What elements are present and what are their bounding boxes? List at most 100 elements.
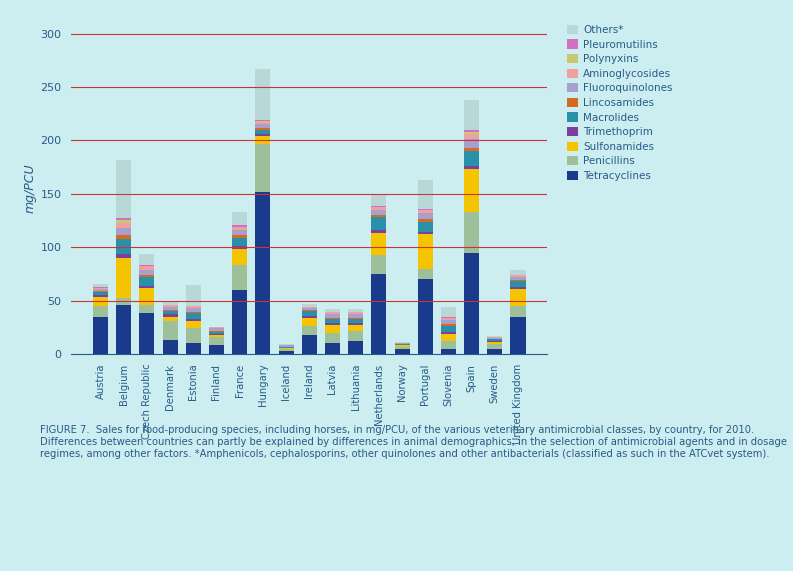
Bar bbox=[117, 220, 132, 223]
Bar bbox=[163, 340, 178, 354]
Bar bbox=[255, 69, 270, 120]
Bar bbox=[301, 317, 317, 326]
Bar bbox=[93, 297, 108, 306]
Bar bbox=[394, 343, 409, 344]
Bar bbox=[371, 207, 386, 210]
Bar bbox=[348, 309, 363, 312]
Bar bbox=[140, 270, 155, 275]
Bar bbox=[117, 228, 132, 235]
Bar bbox=[464, 151, 479, 166]
Bar bbox=[487, 349, 502, 354]
Bar bbox=[441, 307, 456, 317]
Bar bbox=[441, 320, 456, 324]
Bar bbox=[301, 316, 317, 317]
Y-axis label: mg/PCU: mg/PCU bbox=[23, 164, 36, 213]
Bar bbox=[371, 210, 386, 215]
Bar bbox=[301, 307, 317, 308]
Bar bbox=[209, 327, 224, 328]
Bar bbox=[464, 134, 479, 139]
Bar bbox=[163, 307, 178, 310]
Bar bbox=[278, 344, 293, 345]
Bar bbox=[371, 215, 386, 218]
Bar bbox=[348, 315, 363, 317]
Bar bbox=[186, 319, 201, 321]
Bar bbox=[209, 335, 224, 337]
Bar bbox=[464, 100, 479, 130]
Bar bbox=[464, 212, 479, 252]
Bar bbox=[348, 312, 363, 315]
Bar bbox=[325, 333, 340, 343]
Bar bbox=[441, 326, 456, 332]
Bar bbox=[418, 209, 433, 210]
Bar bbox=[487, 339, 502, 341]
Bar bbox=[511, 277, 526, 280]
Bar bbox=[255, 124, 270, 127]
Bar bbox=[232, 246, 247, 250]
Bar bbox=[278, 347, 293, 348]
Bar bbox=[325, 319, 340, 323]
Bar bbox=[348, 319, 363, 323]
Bar bbox=[186, 328, 201, 343]
Bar bbox=[232, 227, 247, 230]
Bar bbox=[348, 325, 363, 331]
Bar bbox=[394, 349, 409, 354]
Bar bbox=[418, 279, 433, 354]
Bar bbox=[348, 323, 363, 325]
Bar bbox=[325, 323, 340, 325]
Bar bbox=[441, 349, 456, 354]
Bar bbox=[371, 195, 386, 206]
Bar bbox=[255, 134, 270, 136]
Bar bbox=[371, 218, 386, 230]
Bar bbox=[464, 132, 479, 134]
Bar bbox=[93, 288, 108, 289]
Bar bbox=[325, 343, 340, 354]
Bar bbox=[117, 218, 132, 220]
Bar bbox=[255, 121, 270, 122]
Bar bbox=[511, 280, 526, 282]
Bar bbox=[117, 159, 132, 218]
Bar bbox=[418, 219, 433, 222]
Bar bbox=[93, 295, 108, 297]
Bar bbox=[93, 306, 108, 317]
Bar bbox=[117, 235, 132, 239]
Bar bbox=[371, 274, 386, 354]
Bar bbox=[325, 309, 340, 312]
Bar bbox=[209, 328, 224, 331]
Bar bbox=[301, 310, 317, 311]
Bar bbox=[140, 266, 155, 267]
Bar bbox=[441, 317, 456, 320]
Bar bbox=[278, 351, 293, 354]
Bar bbox=[209, 337, 224, 345]
Bar bbox=[209, 345, 224, 354]
Bar bbox=[418, 234, 433, 268]
Bar bbox=[394, 342, 409, 343]
Bar bbox=[255, 192, 270, 354]
Bar bbox=[232, 266, 247, 290]
Bar bbox=[464, 130, 479, 132]
Bar bbox=[418, 213, 433, 219]
Bar bbox=[487, 342, 502, 344]
Bar bbox=[418, 232, 433, 234]
Bar bbox=[511, 289, 526, 306]
Bar bbox=[301, 335, 317, 354]
Bar bbox=[325, 312, 340, 315]
Bar bbox=[117, 305, 132, 354]
Bar bbox=[301, 326, 317, 335]
Bar bbox=[511, 317, 526, 354]
Bar bbox=[371, 234, 386, 255]
Bar bbox=[186, 312, 201, 313]
Bar bbox=[325, 325, 340, 333]
Bar bbox=[140, 275, 155, 277]
Bar bbox=[93, 289, 108, 291]
Bar bbox=[511, 287, 526, 289]
Bar bbox=[487, 336, 502, 337]
Bar bbox=[394, 347, 409, 349]
Bar bbox=[325, 315, 340, 317]
Bar bbox=[140, 305, 155, 313]
Bar bbox=[140, 288, 155, 305]
Bar bbox=[441, 333, 456, 341]
Bar bbox=[441, 332, 456, 333]
Bar bbox=[232, 250, 247, 266]
Bar bbox=[140, 267, 155, 270]
Bar bbox=[255, 136, 270, 143]
